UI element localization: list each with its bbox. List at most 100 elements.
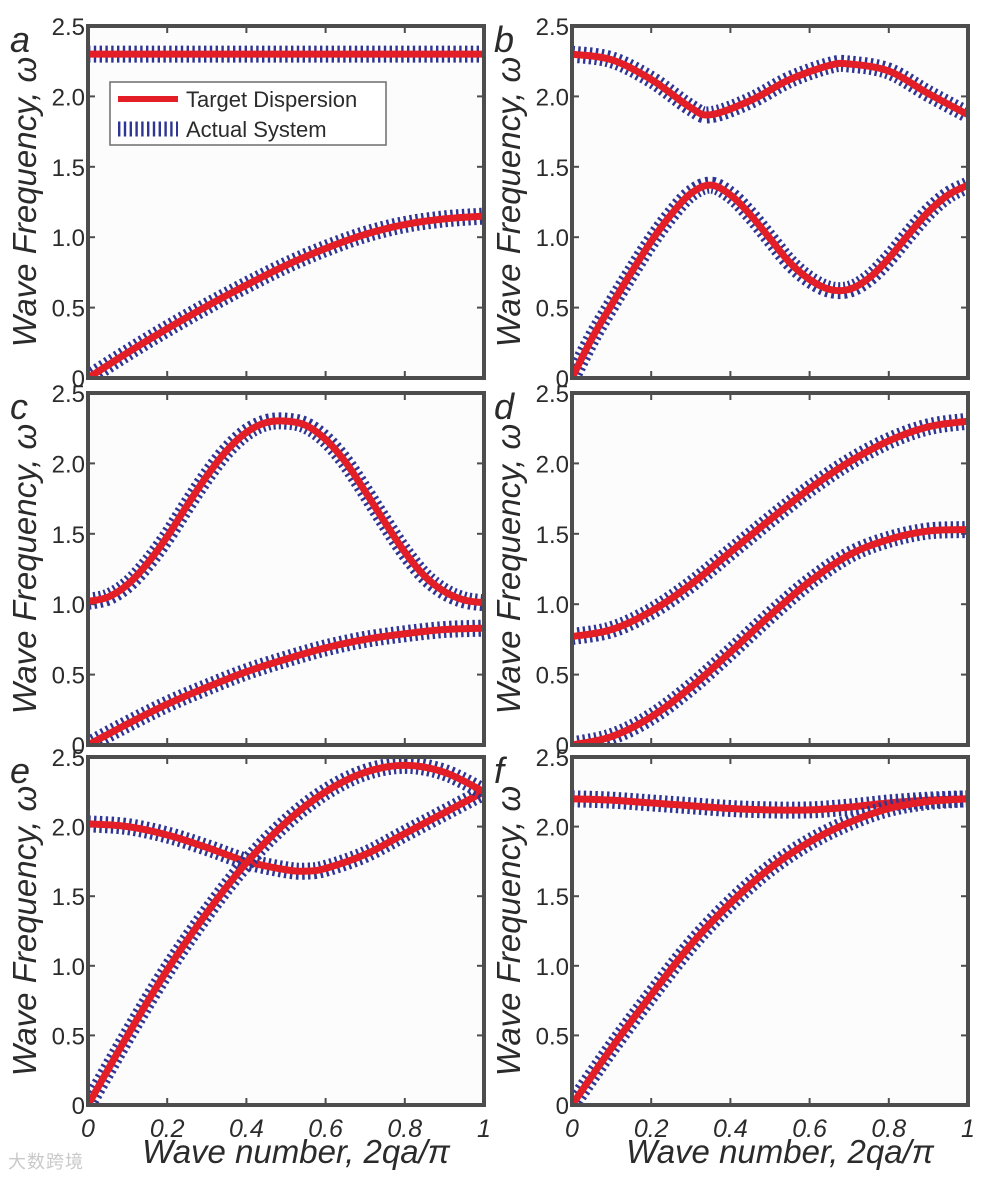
series-group bbox=[572, 45, 968, 378]
y-tick-label: 1.5 bbox=[536, 155, 569, 182]
panel-letter: b bbox=[494, 19, 514, 60]
x-tick-label: 0.2 bbox=[634, 1115, 669, 1143]
series-1 bbox=[88, 784, 484, 880]
panel-letter: d bbox=[494, 386, 515, 427]
y-axis-label: Wave Frequency, ω bbox=[490, 786, 527, 1076]
target-dispersion-line bbox=[572, 795, 968, 814]
y-tick-label: 0 bbox=[556, 1093, 569, 1120]
plot-frame bbox=[570, 391, 970, 747]
y-tick-label: 1.5 bbox=[536, 522, 569, 549]
y-tick-label: 0.5 bbox=[52, 296, 85, 323]
y-tick-label: 0.5 bbox=[536, 663, 569, 690]
x-tick-label: 0.2 bbox=[150, 1115, 185, 1143]
y-tick-label: 2.5 bbox=[536, 745, 569, 772]
target-dispersion-line bbox=[572, 181, 968, 378]
panel-b: 0 0.5 1.0 1.5 2.0 2.5 Wave Frequency, ωb bbox=[490, 14, 970, 393]
y-tick-label: 0 bbox=[72, 733, 85, 760]
y-tick-label: 0.5 bbox=[536, 296, 569, 323]
series-group bbox=[572, 412, 968, 745]
y-tick-label: 2.5 bbox=[536, 14, 569, 41]
panel-letter: a bbox=[10, 19, 30, 60]
y-tick-label: 1.0 bbox=[536, 592, 569, 619]
series-2 bbox=[572, 176, 968, 378]
x-axis-label: Wave number, 2qa/π bbox=[626, 1133, 935, 1170]
plot-frame bbox=[86, 391, 486, 747]
y-tick-label: 1.5 bbox=[52, 884, 85, 911]
y-tick-label: 1.5 bbox=[52, 155, 85, 182]
target-dispersion-line bbox=[88, 417, 484, 607]
target-dispersion-line bbox=[88, 788, 484, 875]
target-dispersion-line bbox=[572, 417, 968, 641]
y-tick-label: 0.5 bbox=[536, 1023, 569, 1050]
series-2 bbox=[572, 790, 968, 1105]
y-tick-label: 2.0 bbox=[52, 84, 85, 111]
series-group bbox=[572, 790, 968, 1105]
legend: Target Dispersion Actual System bbox=[109, 81, 387, 146]
series-group bbox=[88, 412, 484, 745]
y-tick-label: 2.0 bbox=[536, 451, 569, 478]
y-axis-label: Wave Frequency, ω bbox=[6, 57, 43, 347]
x-tick-label: 0 bbox=[81, 1115, 95, 1143]
y-axis-label: Wave Frequency, ω bbox=[6, 424, 43, 714]
y-tick-label: 0 bbox=[556, 366, 569, 393]
y-tick-label: 2.0 bbox=[52, 815, 85, 842]
series-2 bbox=[88, 619, 484, 745]
y-tick-label: 2.5 bbox=[52, 745, 85, 772]
panel-d: 0 0.5 1.0 1.5 2.0 2.5 Wave Frequency, ωd bbox=[490, 381, 970, 760]
legend-box bbox=[109, 81, 387, 146]
y-tick-label: 2.5 bbox=[52, 14, 85, 41]
y-tick-label: 1.0 bbox=[52, 592, 85, 619]
y-tick-label: 0 bbox=[556, 733, 569, 760]
y-axis-label: Wave Frequency, ω bbox=[6, 786, 43, 1076]
target-dispersion-line bbox=[572, 795, 968, 1105]
x-axis-label: Wave number, 2qa/π bbox=[142, 1133, 451, 1170]
watermark: 大数跨境 bbox=[8, 1152, 84, 1172]
y-tick-label: 1.5 bbox=[536, 884, 569, 911]
y-tick-label: 2.5 bbox=[536, 381, 569, 408]
series-1 bbox=[88, 412, 484, 612]
legend-target-label: Target Dispersion bbox=[186, 87, 357, 112]
y-tick-label: 1.5 bbox=[52, 522, 85, 549]
series-1 bbox=[572, 790, 968, 819]
x-tick-label: 0.8 bbox=[871, 1115, 906, 1143]
x-tick-label: 0.8 bbox=[387, 1115, 422, 1143]
y-tick-label: 1.0 bbox=[52, 954, 85, 981]
plot-area bbox=[88, 26, 484, 378]
y-tick-label: 2.0 bbox=[536, 84, 569, 111]
plot-area bbox=[572, 393, 968, 745]
y-tick-label: 2.0 bbox=[52, 451, 85, 478]
y-tick-label: 1.0 bbox=[52, 225, 85, 252]
y-tick-label: 1.0 bbox=[536, 954, 569, 981]
series-group bbox=[88, 45, 484, 378]
y-tick-label: 0 bbox=[72, 1093, 85, 1120]
panel-a: 0 0.5 1.0 1.5 2.0 2.5 Wave Frequency, ωa Target… bbox=[6, 14, 486, 393]
y-tick-label: 0 bbox=[72, 366, 85, 393]
y-tick-label: 1.0 bbox=[536, 225, 569, 252]
x-tick-label: 0 bbox=[565, 1115, 579, 1143]
target-dispersion-line bbox=[88, 212, 484, 378]
panel-letter: f bbox=[494, 750, 508, 791]
plot-frame bbox=[86, 755, 486, 1107]
y-axis-label: Wave Frequency, ω bbox=[490, 57, 527, 347]
target-dispersion-line bbox=[88, 761, 484, 1105]
x-tick-label: 0.4 bbox=[229, 1115, 264, 1143]
series-2 bbox=[88, 757, 484, 1105]
x-tick-label: 1 bbox=[961, 1115, 975, 1143]
y-axis-label: Wave Frequency, ω bbox=[490, 424, 527, 714]
series-2 bbox=[572, 521, 968, 745]
y-tick-label: 2.5 bbox=[52, 381, 85, 408]
target-dispersion-line bbox=[88, 624, 484, 745]
x-tick-label: 0.6 bbox=[308, 1115, 343, 1143]
panel-c: 0 0.5 1.0 1.5 2.0 2.5 Wave Frequency, ωc bbox=[6, 381, 486, 760]
plot-frame bbox=[570, 24, 970, 380]
y-tick-label: 2.0 bbox=[536, 815, 569, 842]
panel-letter: c bbox=[10, 386, 28, 427]
y-tick-label: 0.5 bbox=[52, 1023, 85, 1050]
plot-area bbox=[88, 757, 484, 1105]
plot-frame bbox=[570, 755, 970, 1107]
x-tick-label: 0.4 bbox=[713, 1115, 748, 1143]
series-1 bbox=[572, 412, 968, 645]
plot-frame bbox=[86, 24, 486, 380]
series-2 bbox=[88, 207, 484, 378]
